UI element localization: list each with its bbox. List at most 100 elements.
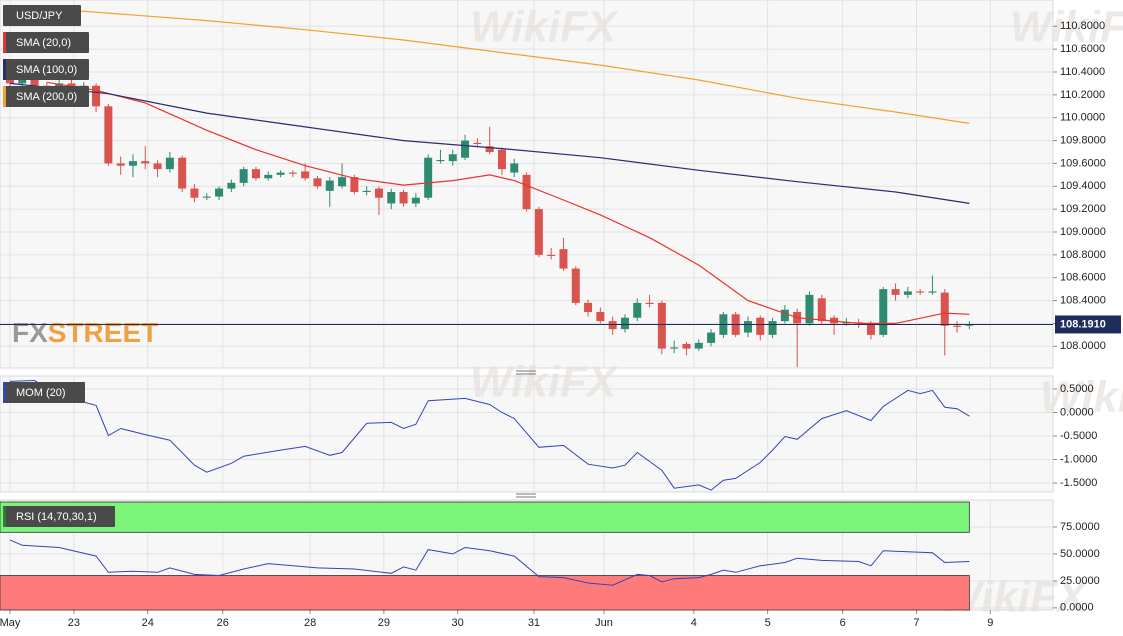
watermark: WikiFX [470, 358, 619, 407]
sma-line [46, 81, 970, 324]
candle-body [522, 174, 531, 210]
indicator-line [9, 539, 970, 586]
x-tick-label: 5 [765, 617, 771, 629]
candle-body [424, 157, 433, 198]
y-tick-label: 110.2000 [1060, 89, 1105, 101]
candle-body [547, 254, 556, 256]
y-tick-label: 109.0000 [1060, 226, 1106, 238]
y-tick-label: 110.6000 [1060, 43, 1105, 55]
x-tick-label: 28 [304, 617, 316, 629]
candle-body [104, 106, 113, 164]
sma-line [9, 5, 970, 124]
brand-prefix: FX [12, 317, 48, 348]
candle-body [940, 292, 949, 326]
legend-text: USD/JPY [16, 10, 63, 22]
legend-color [3, 506, 6, 527]
candle-body [473, 142, 482, 144]
candle-body [202, 196, 211, 198]
y-tick-label: 0.0000 [1060, 406, 1094, 418]
y-tick-label: 25.0000 [1060, 575, 1100, 587]
oversold-band [0, 575, 970, 611]
y-tick-label: 0.0000 [1060, 602, 1094, 614]
candle-body [866, 323, 875, 335]
candle-body [461, 140, 470, 158]
candle-body [30, 77, 39, 86]
candle-body [805, 294, 814, 324]
candle-body [916, 291, 925, 293]
x-tick-label: 31 [528, 617, 540, 629]
legend-text: SMA (100,0) [16, 64, 77, 76]
y-tick-label: 110.0000 [1060, 112, 1105, 124]
price-tag-label: 108.1910 [1060, 318, 1106, 330]
y-tick-label: 110.4000 [1060, 66, 1105, 78]
candle-body [338, 177, 347, 187]
candle-body [903, 291, 912, 295]
y-tick-label: 110.8000 [1060, 20, 1105, 32]
candle-body [5, 77, 14, 84]
y-tick-label: 108.4000 [1060, 294, 1106, 306]
candle-body [288, 172, 297, 174]
candle-body [633, 302, 642, 318]
candle-body [657, 302, 666, 349]
candle-body [497, 149, 506, 170]
y-tick-label: 108.8000 [1060, 249, 1106, 261]
y-tick-label: -0.5000 [1060, 430, 1097, 442]
candle-body [178, 157, 187, 189]
candle-body [817, 298, 826, 322]
candle-body [411, 197, 420, 204]
candle-body [879, 289, 888, 335]
candle-body [387, 192, 396, 204]
watermark: WikiFX [1010, 3, 1123, 52]
x-tick-label: 29 [378, 617, 390, 629]
candle-body [264, 174, 273, 179]
candle-body [707, 332, 716, 343]
y-tick-label: 108.0000 [1060, 340, 1106, 352]
brand-logo: FXSTREET [12, 317, 158, 348]
legend-tag [3, 32, 89, 53]
candle-body [399, 192, 408, 204]
candle-body [743, 321, 752, 333]
candle-body [251, 169, 260, 179]
candle-body [780, 309, 789, 322]
candle-body [510, 163, 519, 173]
legend-color [3, 32, 6, 53]
x-tick-label: 26 [217, 617, 229, 629]
x-tick-label: 7 [913, 617, 919, 629]
legend-color [3, 59, 6, 80]
legend-color [3, 382, 6, 403]
candle-body [620, 317, 629, 330]
candle-body [584, 302, 593, 312]
y-tick-label: 109.4000 [1060, 180, 1106, 192]
candle-body [325, 180, 334, 191]
candle-body [141, 161, 150, 164]
legend-tag [3, 506, 115, 527]
legend-text: SMA (200,0) [16, 91, 77, 103]
sma-line [9, 82, 970, 204]
candle-body [953, 325, 962, 327]
candle-body [362, 190, 371, 192]
y-tick-label: 0.5000 [1060, 383, 1094, 395]
candle-body [670, 347, 679, 349]
candle-body [301, 171, 310, 179]
legend-text: RSI (14,70,30,1) [16, 511, 97, 523]
candle-body [128, 161, 137, 166]
x-tick-label: 24 [142, 617, 154, 629]
overbought-band [0, 501, 970, 533]
candle-body [18, 77, 27, 84]
y-tick-label: 50.0000 [1060, 548, 1100, 560]
candle-body [756, 317, 765, 335]
candle-body [965, 324, 974, 326]
x-tick-label: 30 [452, 617, 464, 629]
legend-tag [3, 382, 85, 403]
candle-body [165, 157, 174, 170]
legend-tag [3, 59, 89, 80]
watermark: WikiFX [1040, 373, 1123, 422]
candle-body [374, 188, 383, 198]
legend-text: SMA (20,0) [16, 37, 71, 49]
indicator-line [9, 379, 970, 491]
candle-body [276, 172, 285, 175]
candle-body [239, 169, 248, 183]
candle-body [891, 289, 900, 295]
y-tick-label: 109.8000 [1060, 134, 1106, 146]
